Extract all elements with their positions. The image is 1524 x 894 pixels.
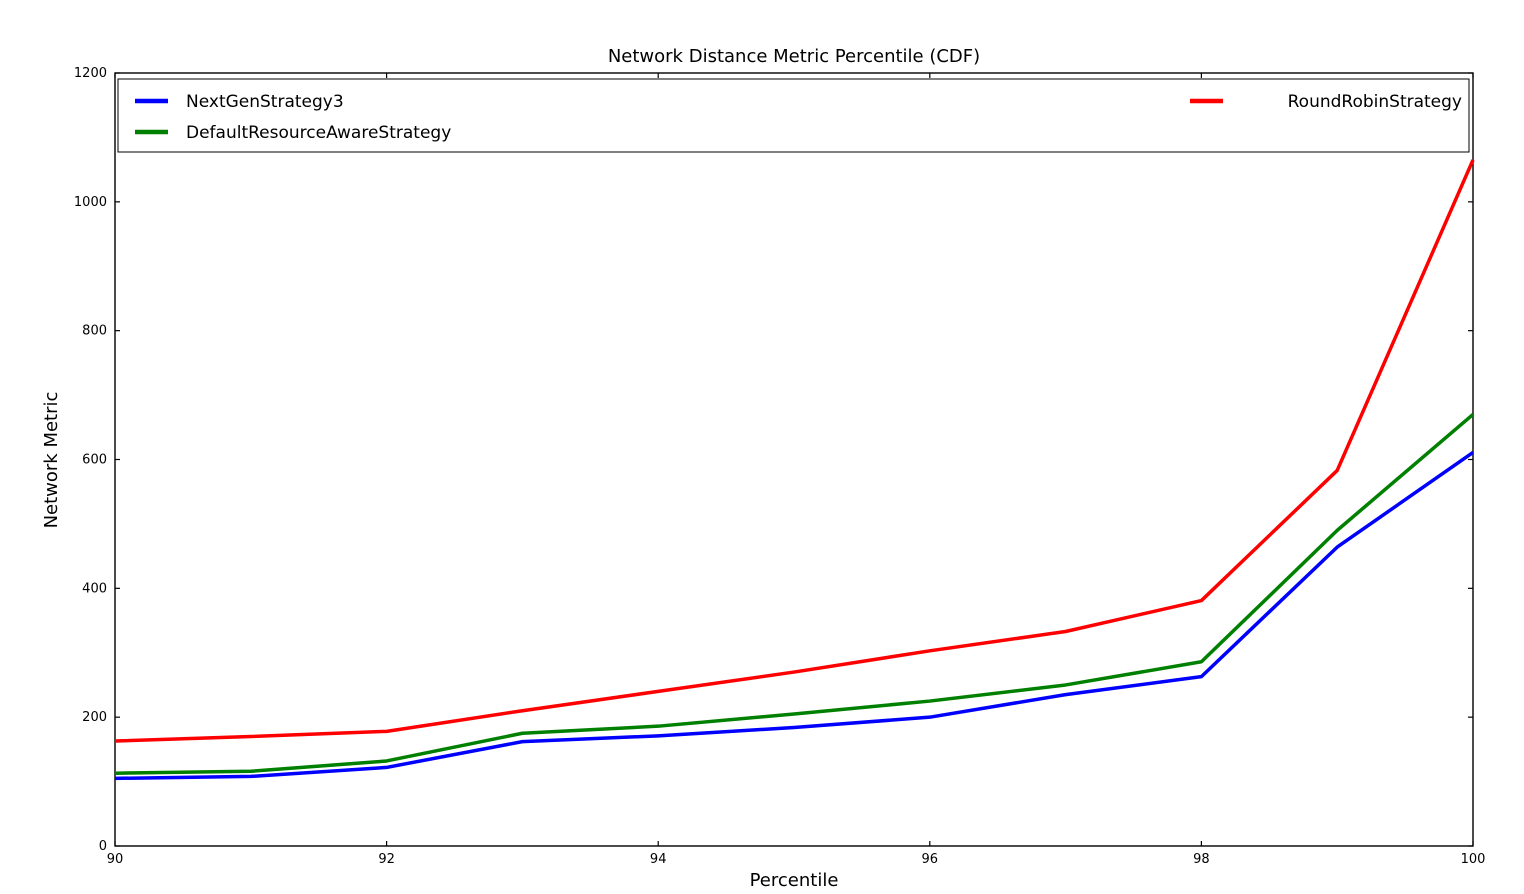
plot-border: [114, 72, 1474, 847]
x-axis-tick-label: 96: [922, 852, 939, 867]
legend-box: [117, 78, 1470, 153]
x-axis-tick-label: 92: [378, 852, 395, 867]
y-axis-tick-label: 600: [82, 453, 107, 468]
y-axis-tick-label: 800: [82, 324, 107, 339]
legend-label-roundrobinstrategy: RoundRobinStrategy: [1288, 92, 1462, 112]
x-axis-label: Percentile: [750, 870, 839, 891]
chart-plot-area: 90 92 94 96 98 100020040060080010001200NextGe…: [74, 66, 1486, 867]
y-axis-tick-label: 400: [82, 581, 107, 596]
y-axis-tick-label: 200: [82, 710, 107, 725]
legend-label-nextgenstrategy3: NextGenStrategy3: [186, 92, 344, 112]
x-axis-tick-label: 94: [650, 852, 667, 867]
y-axis-tick-label: 1200: [74, 66, 107, 81]
series-line-roundrobinstrategy: [114, 159, 1475, 743]
x-axis-tick-label: 100: [1461, 852, 1486, 867]
chart-title: Network Distance Metric Percentile (CDF): [608, 46, 980, 67]
series-line-nextgenstrategy3: [114, 450, 1475, 781]
x-axis-tick-label: 90: [107, 852, 124, 867]
x-axis-tick-label: 98: [1193, 852, 1210, 867]
y-axis-label: Network Metric: [41, 392, 62, 529]
legend-label-defaultresourceawarestrategy: DefaultResourceAwareStrategy: [186, 123, 451, 143]
series-line-defaultresourceawarestrategy: [114, 413, 1475, 775]
y-axis-tick-label: 1000: [74, 195, 107, 210]
y-axis-tick-label: 0: [99, 839, 107, 854]
